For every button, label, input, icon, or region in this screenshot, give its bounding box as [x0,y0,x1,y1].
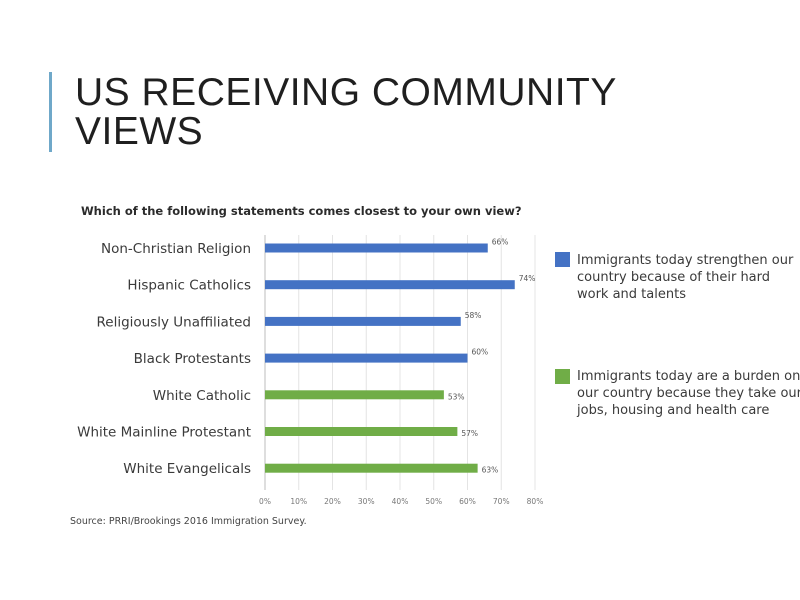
bar [265,316,461,326]
category-label: White Mainline Protestant [77,425,251,441]
chart-source: Source: PRRI/Brookings 2016 Immigration … [70,516,307,527]
bar-value-label: 66% [492,238,509,247]
bar-value-label: 74% [519,274,536,283]
x-tick-label: 70% [493,497,510,506]
legend-swatch-burden [555,369,570,384]
x-tick-label: 30% [358,497,375,506]
x-tick-label: 40% [392,497,409,506]
category-label: White Evangelicals [123,461,251,477]
title-accent-bar [49,72,52,152]
category-label: Non-Christian Religion [101,241,251,257]
bar-value-label: 63% [482,466,499,475]
bar [265,390,444,400]
category-label: Black Protestants [134,351,251,367]
legend-label-strengthen: Immigrants today strengthen our country … [577,253,794,302]
x-tick-label: 60% [459,497,476,506]
x-tick-label: 50% [425,497,442,506]
bar [265,353,468,363]
slide-title: US RECEIVING COMMUNITY VIEWS [75,73,775,151]
bar-value-label: 53% [448,392,465,401]
category-label: Hispanic Catholics [127,278,251,294]
bar [265,463,478,473]
bar-value-label: 57% [461,429,478,438]
bar [265,280,515,290]
bar [265,243,488,253]
legend-swatch-strengthen [555,252,570,267]
legend-label-burden: Immigrants today are a burden on our cou… [577,369,800,418]
x-tick-label: 20% [324,497,341,506]
category-label: White Catholic [153,388,251,404]
x-tick-label: 10% [290,497,307,506]
x-tick-label: 80% [527,497,544,506]
x-tick-label: 0% [259,497,271,506]
slide-title-line-1: US RECEIVING COMMUNITY [75,71,617,114]
bar [265,427,458,436]
chart-title: Which of the following statements comes … [81,204,522,218]
bar-value-label: 58% [465,311,482,320]
bar-value-label: 60% [472,348,489,357]
slide-title-line-2: VIEWS [75,110,204,153]
category-label: Religiously Unaffiliated [97,314,252,330]
